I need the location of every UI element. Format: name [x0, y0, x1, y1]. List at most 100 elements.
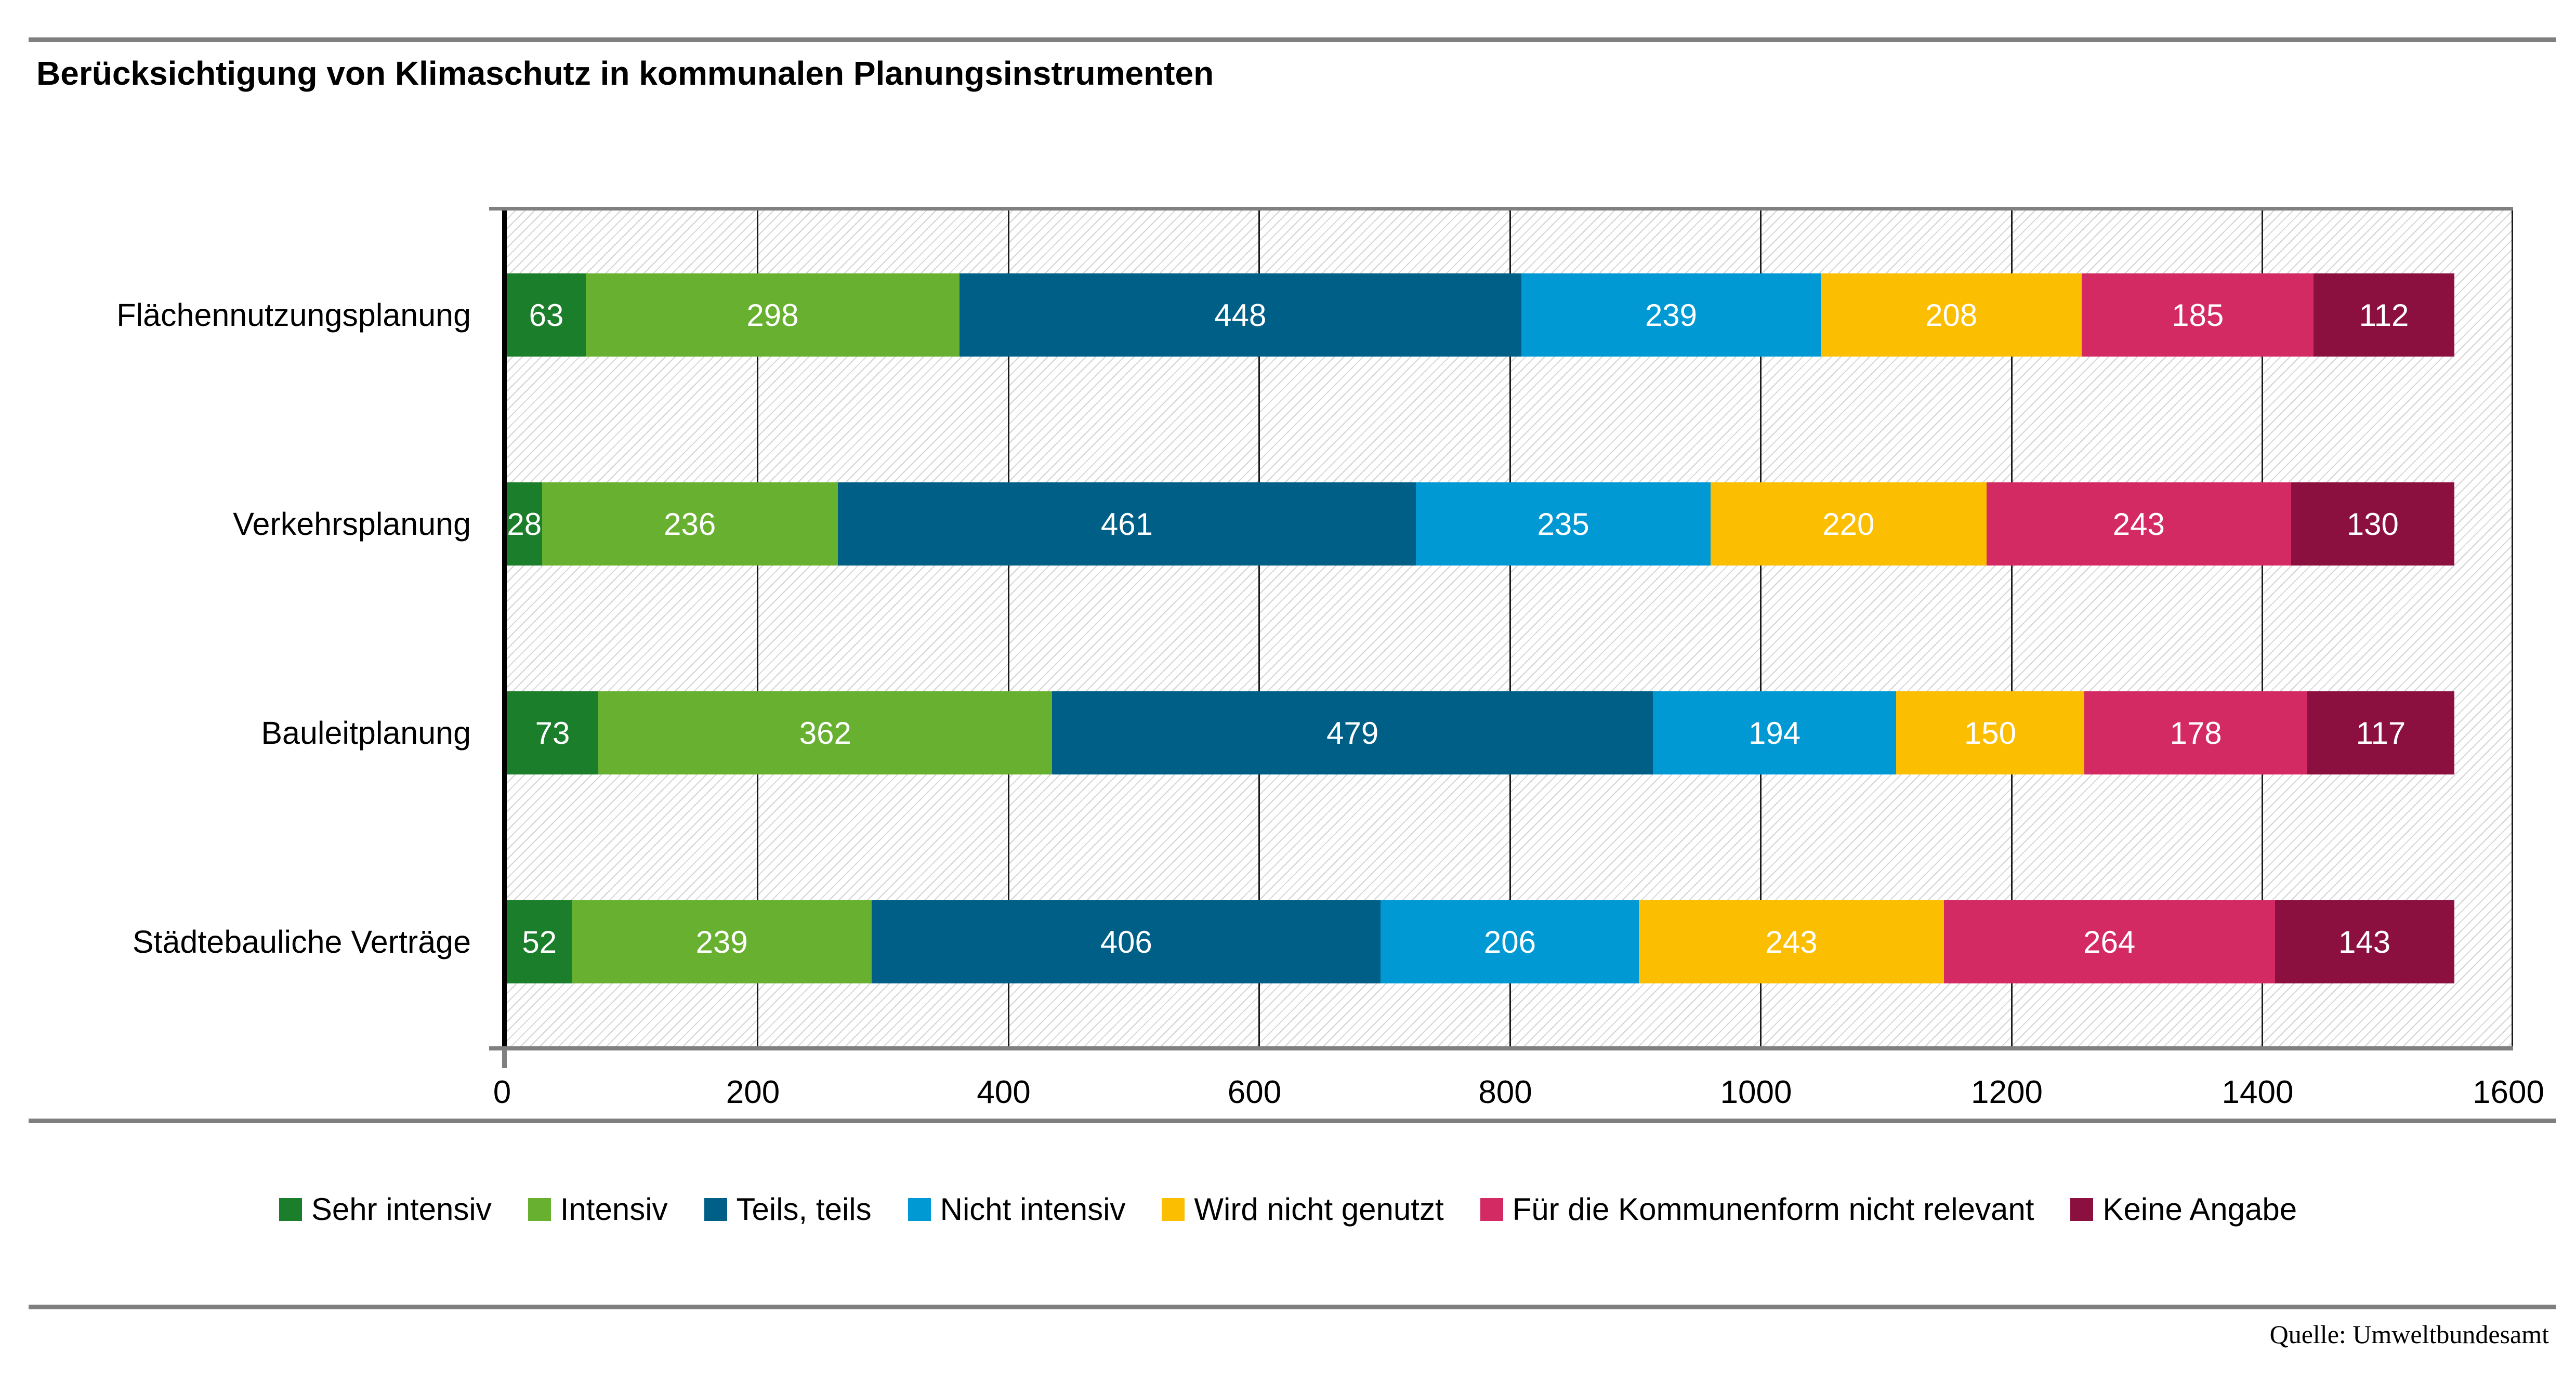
bar-segment: 28	[507, 482, 542, 566]
bar-segment-label: 406	[1100, 924, 1152, 960]
x-tick-label: 1200	[1971, 1074, 2043, 1110]
x-tick-label: 0	[493, 1074, 511, 1110]
stacked-bar: 63 298 448 239 208 185 112	[507, 273, 2513, 357]
bar-segment: 448	[959, 273, 1521, 357]
x-tick-label: 1000	[1720, 1074, 1792, 1110]
bar-row: 73 362 479 194 150 178 117	[507, 628, 2513, 837]
bar-segment: 117	[2307, 691, 2454, 774]
bar-segment-label: 112	[2359, 297, 2409, 333]
bar-segment: 206	[1381, 900, 1639, 983]
bar-segment-label: 130	[2346, 506, 2399, 542]
x-tick-label: 600	[1227, 1074, 1282, 1110]
legend-item: Für die Kommunenform nicht relevant	[1480, 1191, 2034, 1227]
bar-segment: 461	[837, 482, 1416, 566]
bar-segment: 236	[542, 482, 838, 566]
category-label: Verkehrsplanung	[233, 506, 471, 542]
bar-segment-label: 143	[2338, 924, 2391, 960]
plot-border-bottom	[489, 1046, 2513, 1050]
x-axis: 0 200 400 600 800 1000 1200 1400 1600	[493, 1067, 2544, 1119]
legend-label: Für die Kommunenform nicht relevant	[1512, 1192, 2034, 1227]
bar-segment: 194	[1653, 691, 1897, 774]
bar-segment-label: 362	[799, 715, 851, 751]
footer-rule	[29, 1305, 2556, 1309]
bar-segment: 185	[2082, 273, 2314, 357]
legend-swatch	[908, 1198, 931, 1221]
gridline	[1007, 211, 1009, 1046]
x-tick-label: 200	[726, 1074, 780, 1110]
legend-swatch	[2070, 1198, 2094, 1221]
chart-title: Berücksichtigung von Klimaschutz in komm…	[36, 55, 1214, 92]
bar-segment-label: 461	[1100, 506, 1153, 542]
legend-swatch	[1162, 1198, 1185, 1221]
x-tick-label: 800	[1478, 1074, 1532, 1110]
gridline	[1509, 211, 1511, 1046]
bar-segment-label: 243	[1765, 924, 1818, 960]
legend-label: Keine Angabe	[2102, 1192, 2297, 1227]
gridline	[2512, 211, 2513, 1046]
bar-segment: 143	[2275, 900, 2454, 983]
bar-row: 52 239 406 206 243 264 143	[507, 837, 2513, 1046]
category-label: Bauleitplanung	[261, 715, 471, 751]
legend-label: Teils, teils	[736, 1192, 872, 1227]
legend-swatch	[1480, 1198, 1503, 1221]
bar-segment-label: 185	[2172, 297, 2224, 333]
bar-segment: 362	[598, 691, 1053, 774]
bar-segment-label: 239	[695, 924, 748, 960]
bar-segment-label: 479	[1326, 715, 1379, 751]
stacked-bar: 73 362 479 194 150 178 117	[507, 691, 2513, 774]
bar-segment: 264	[1943, 900, 2275, 983]
source-note: Quelle: Umweltbundesamt	[2269, 1320, 2549, 1349]
bar-segment-label: 298	[746, 297, 799, 333]
stacked-bar: 52 239 406 206 243 264 143	[507, 900, 2513, 983]
bar-segment: 243	[1986, 482, 2291, 566]
bar-segment-label: 73	[535, 715, 570, 751]
gridline	[1760, 211, 1762, 1046]
category-label: Städtebauliche Verträge	[132, 924, 471, 960]
bar-segment: 479	[1052, 691, 1653, 774]
bar-row: 28 236 461 235 220 243 130	[507, 419, 2513, 628]
bar-segment-label: 236	[664, 506, 716, 542]
bar-segment-label: 194	[1748, 715, 1801, 751]
bar-segment: 130	[2291, 482, 2454, 566]
legend-swatch	[279, 1198, 302, 1221]
bar-segment-label: 63	[529, 297, 564, 333]
bar-segment: 406	[872, 900, 1381, 983]
legend-label: Sehr intensiv	[311, 1192, 492, 1227]
legend-item: Sehr intensiv	[279, 1191, 492, 1227]
bar-segment-label: 28	[507, 506, 542, 542]
bar-segment: 239	[1521, 273, 1821, 357]
bar-segment: 239	[572, 900, 872, 983]
legend-item: Nicht intensiv	[908, 1191, 1126, 1227]
legend-item: Teils, teils	[704, 1191, 872, 1227]
gridline	[2262, 211, 2263, 1046]
plot-area: 63 298 448 239 208 185 112 28 236 461 235 220 243 130…	[489, 207, 2513, 1068]
bar-segment: 52	[507, 900, 572, 983]
axis-origin-tick	[502, 1046, 507, 1068]
legend-item: Keine Angabe	[2070, 1191, 2297, 1227]
legend-item: Intensiv	[528, 1191, 668, 1227]
legend-label: Nicht intensiv	[940, 1192, 1126, 1227]
bar-segment: 112	[2314, 273, 2454, 357]
bar-segment: 63	[507, 273, 586, 357]
legend-item: Wird nicht genutzt	[1162, 1191, 1444, 1227]
bar-segment: 178	[2084, 691, 2308, 774]
x-tick-label: 400	[977, 1074, 1031, 1110]
top-rule	[29, 37, 2556, 42]
x-tick-label: 1400	[2222, 1074, 2294, 1110]
bar-segment: 298	[585, 273, 960, 357]
bar-segment-label: 117	[2356, 715, 2406, 751]
x-tick-label: 1600	[2473, 1074, 2544, 1110]
gridline	[757, 211, 758, 1046]
bar-segment: 150	[1896, 691, 2084, 774]
axis-divider-rule	[29, 1119, 2556, 1123]
bar-segment: 220	[1710, 482, 1987, 566]
bar-row: 63 298 448 239 208 185 112	[507, 211, 2513, 419]
legend-swatch	[704, 1198, 727, 1221]
bar-segment-label: 235	[1537, 506, 1589, 542]
bar-segment-label: 208	[1925, 297, 1978, 333]
legend-swatch	[528, 1198, 551, 1221]
stacked-bar: 28 236 461 235 220 243 130	[507, 482, 2513, 566]
bar-segment: 208	[1821, 273, 2082, 357]
category-label: Flächennutzungsplanung	[116, 297, 471, 333]
bar-segment-label: 206	[1483, 924, 1536, 960]
